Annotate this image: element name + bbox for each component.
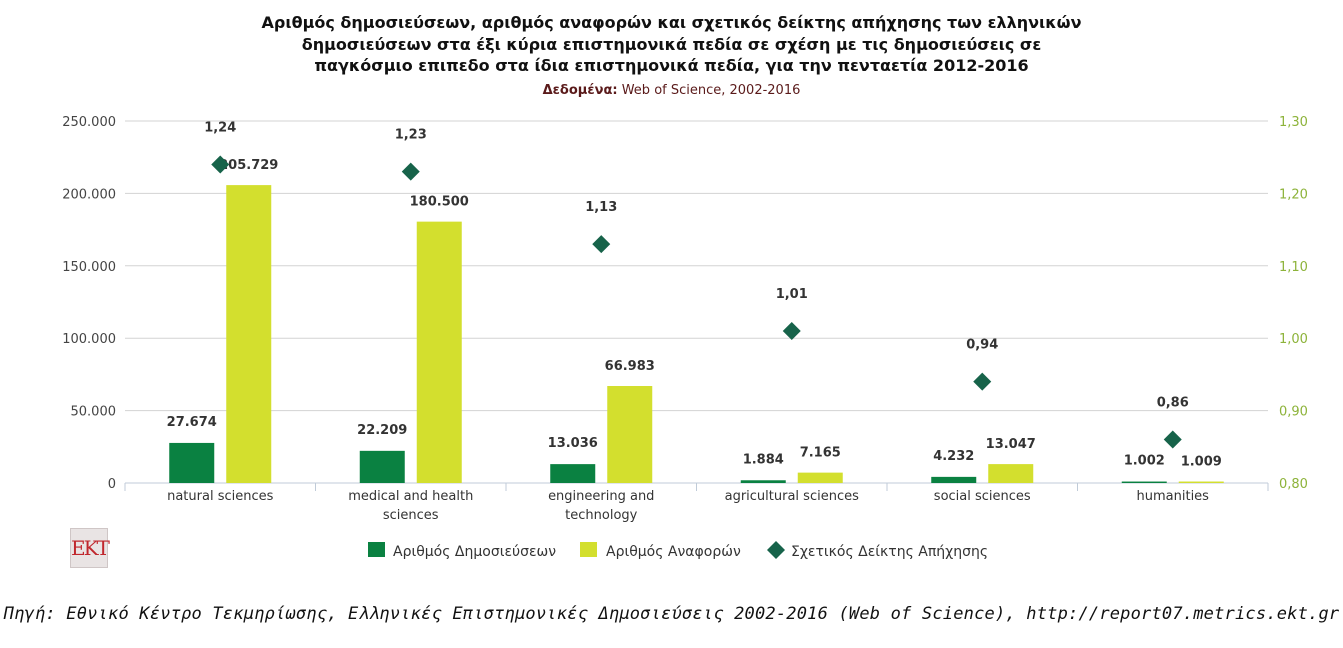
data-label-publications: 1.884 xyxy=(743,452,784,467)
ekt-logo: EKT xyxy=(70,528,110,568)
x-axis-category-label: engineering and xyxy=(548,489,654,504)
chart-subtitle: Δεδομένα: Web of Science, 2002-2016 xyxy=(300,83,1043,98)
data-label-index: 0,86 xyxy=(1157,396,1189,411)
bar-citations xyxy=(416,221,462,484)
legend-label-index: Σχετικός Δείκτης Απήχησης xyxy=(791,544,988,560)
right-axis-tick-label: 1,30 xyxy=(1279,115,1308,130)
bar-citations xyxy=(607,386,653,483)
data-label-index: 0,94 xyxy=(966,338,998,353)
x-axis-category-label: medical and health xyxy=(348,489,473,504)
subtitle-value: Web of Science, 2002-2016 xyxy=(621,83,801,98)
marker-index xyxy=(211,155,230,174)
marker-index xyxy=(782,321,801,340)
data-label-publications: 4.232 xyxy=(933,449,974,464)
left-axis-tick-label: 50.000 xyxy=(71,405,117,420)
chart-title-line: δημοσιεύσεων στα έξι κύρια επιστημονικά … xyxy=(301,34,1042,54)
data-label-publications: 27.674 xyxy=(167,415,217,430)
data-label-citations: 13.047 xyxy=(986,437,1036,452)
marker-index xyxy=(401,162,420,181)
left-axis-tick-label: 250.000 xyxy=(62,115,116,130)
data-label-publications: 1.002 xyxy=(1124,454,1165,469)
legend-swatch-index xyxy=(767,541,785,559)
bar-publications xyxy=(1121,481,1167,483)
source-note: Πηγή: Εθνικό Κέντρο Τεκμηρίωσης, Ελληνικ… xyxy=(3,604,1340,624)
data-label-index: 1,01 xyxy=(776,287,808,302)
data-label-citations: 180.500 xyxy=(410,195,469,210)
legend-label-citations: Αριθμός Αναφορών xyxy=(606,544,741,560)
right-axis-tick-label: 1,00 xyxy=(1279,332,1308,347)
left-axis-tick-label: 0 xyxy=(108,477,116,492)
chart-title-line: Αριθμός δημοσιεύσεων, αριθμός αναφορών κ… xyxy=(261,13,1082,32)
legend-swatch-citations xyxy=(580,542,597,557)
bar-citations xyxy=(226,185,272,483)
marker-index xyxy=(592,235,611,254)
chart-area: 0 0,80 50.000 0,90 100.000 1,00 150.000 1,10 200… xyxy=(62,115,1308,560)
bar-citations xyxy=(1178,481,1224,483)
x-axis-category-label: natural sciences xyxy=(167,489,274,504)
bar-publications xyxy=(740,480,786,483)
data-label-citations: 7.165 xyxy=(800,446,841,461)
bar-publications xyxy=(931,476,977,483)
x-axis-category-label: sciences xyxy=(383,508,439,523)
data-label-index: 1,13 xyxy=(585,200,617,215)
right-axis-tick-label: 1,10 xyxy=(1279,260,1308,275)
x-axis-category-label: humanities xyxy=(1137,489,1210,504)
left-axis-tick-label: 100.000 xyxy=(62,332,116,347)
right-axis-tick-label: 0,80 xyxy=(1279,477,1308,492)
left-axis-tick-label: 150.000 xyxy=(62,260,116,275)
data-label-citations: 66.983 xyxy=(605,359,655,374)
x-axis-category-label: social sciences xyxy=(934,489,1031,504)
right-axis-tick-label: 0,90 xyxy=(1279,405,1308,420)
chart-title-line: παγκόσμιο επιπεδο στα ίδια επιστημονικά … xyxy=(314,56,1029,75)
marker-index xyxy=(1163,430,1182,449)
data-label-citations: 205.729 xyxy=(219,158,278,173)
legend-swatch-publications xyxy=(368,542,385,557)
data-label-citations: 1.009 xyxy=(1181,455,1222,470)
bar-publications xyxy=(169,442,215,483)
data-label-index: 1,23 xyxy=(395,128,427,143)
marker-index xyxy=(973,372,992,391)
bar-publications xyxy=(359,450,405,483)
data-label-publications: 22.209 xyxy=(357,423,407,438)
bar-citations xyxy=(797,472,843,483)
right-axis-tick-label: 1,20 xyxy=(1279,187,1308,202)
chart-title: Αριθμός δημοσιεύσεων, αριθμός αναφορών κ… xyxy=(150,12,1193,77)
x-axis-category-label: technology xyxy=(565,508,637,523)
legend-label-publications: Αριθμός Δημοσιεύσεων xyxy=(393,544,556,560)
bar-publications xyxy=(550,464,596,483)
left-axis-tick-label: 200.000 xyxy=(62,187,116,202)
data-label-index: 1,24 xyxy=(204,120,236,135)
subtitle-label: Δεδομένα: xyxy=(542,83,618,98)
data-label-publications: 13.036 xyxy=(548,436,598,451)
bar-citations xyxy=(988,464,1034,483)
x-axis-category-label: agricultural sciences xyxy=(725,489,859,504)
